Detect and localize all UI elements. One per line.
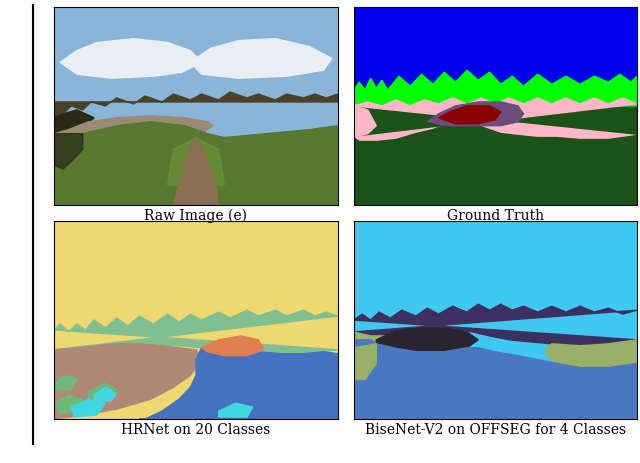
Polygon shape — [54, 7, 337, 102]
Polygon shape — [60, 38, 202, 78]
Text: HRNet on 20 Classes: HRNet on 20 Classes — [122, 423, 271, 437]
Polygon shape — [54, 221, 337, 330]
Polygon shape — [354, 106, 376, 138]
Text: Raw Image (e): Raw Image (e) — [145, 208, 248, 223]
Polygon shape — [54, 395, 83, 413]
Polygon shape — [54, 344, 202, 419]
Polygon shape — [202, 336, 264, 356]
Polygon shape — [376, 328, 478, 352]
Polygon shape — [219, 403, 253, 417]
Polygon shape — [354, 7, 637, 90]
Polygon shape — [438, 106, 501, 124]
Polygon shape — [88, 383, 116, 399]
Polygon shape — [72, 399, 106, 417]
Polygon shape — [354, 304, 637, 346]
Polygon shape — [54, 116, 213, 145]
Text: BiseNet-V2 on OFFSEG for 4 Classes: BiseNet-V2 on OFFSEG for 4 Classes — [365, 423, 626, 437]
Polygon shape — [54, 92, 337, 118]
Polygon shape — [54, 122, 337, 205]
Polygon shape — [354, 70, 637, 106]
Polygon shape — [354, 340, 637, 419]
Polygon shape — [54, 110, 94, 145]
Polygon shape — [354, 221, 637, 320]
Polygon shape — [354, 122, 637, 205]
Polygon shape — [428, 102, 524, 125]
Polygon shape — [546, 340, 637, 368]
Polygon shape — [354, 98, 637, 142]
Polygon shape — [190, 38, 332, 78]
Text: Ground Truth: Ground Truth — [447, 208, 544, 223]
Polygon shape — [140, 348, 337, 419]
Polygon shape — [94, 388, 116, 401]
Polygon shape — [54, 310, 337, 354]
Polygon shape — [354, 332, 410, 352]
Polygon shape — [54, 375, 77, 391]
Polygon shape — [54, 134, 83, 169]
Polygon shape — [354, 344, 376, 380]
Polygon shape — [168, 138, 224, 185]
Polygon shape — [173, 138, 219, 205]
